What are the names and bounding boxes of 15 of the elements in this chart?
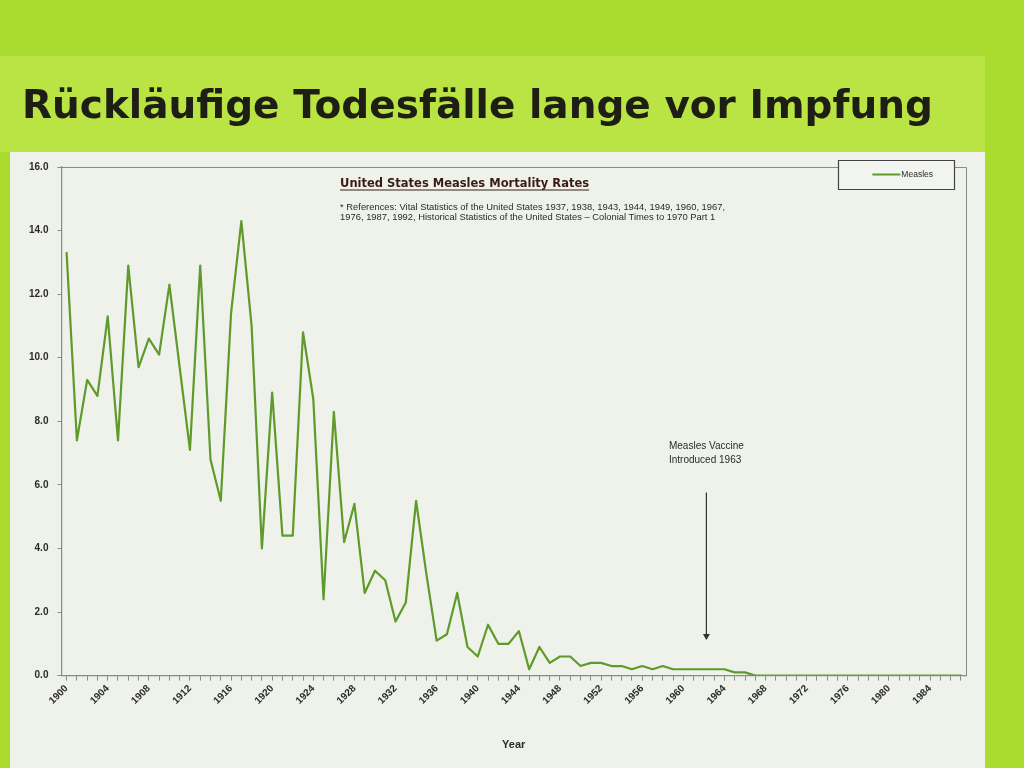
y-tick-label: 12.0	[28, 287, 49, 299]
y-tick-label: 0.0	[34, 669, 49, 681]
y-tick-label: 2.0	[34, 605, 49, 617]
y-tick-label: 8.0	[34, 415, 49, 427]
x-axis-title: Year	[502, 738, 527, 751]
annotation: Measles Vaccine Introduced 1963	[668, 440, 745, 466]
text: United States Measles Mortality Rates	[340, 176, 590, 190]
chart-title: Rückläufige Todesfälle lange vor Impfung	[22, 82, 933, 127]
y-tick-label: 14.0	[28, 224, 49, 236]
y-tick-label: 6.0	[34, 478, 49, 490]
y-tick-label: 16.0	[28, 160, 49, 172]
y-tick-label: 4.0	[34, 542, 49, 554]
legend-label: Measles	[901, 168, 934, 179]
annotation: * References: Vital Statistics of the United States 1937, 1938, 1943, 1944, 1949, 1960, 1967, 1976, 1987, 1992, Historical Statistics of the United States – Colonial Times to 1970 Part 1	[340, 201, 726, 222]
y-tick-label: 10.0	[28, 351, 49, 363]
